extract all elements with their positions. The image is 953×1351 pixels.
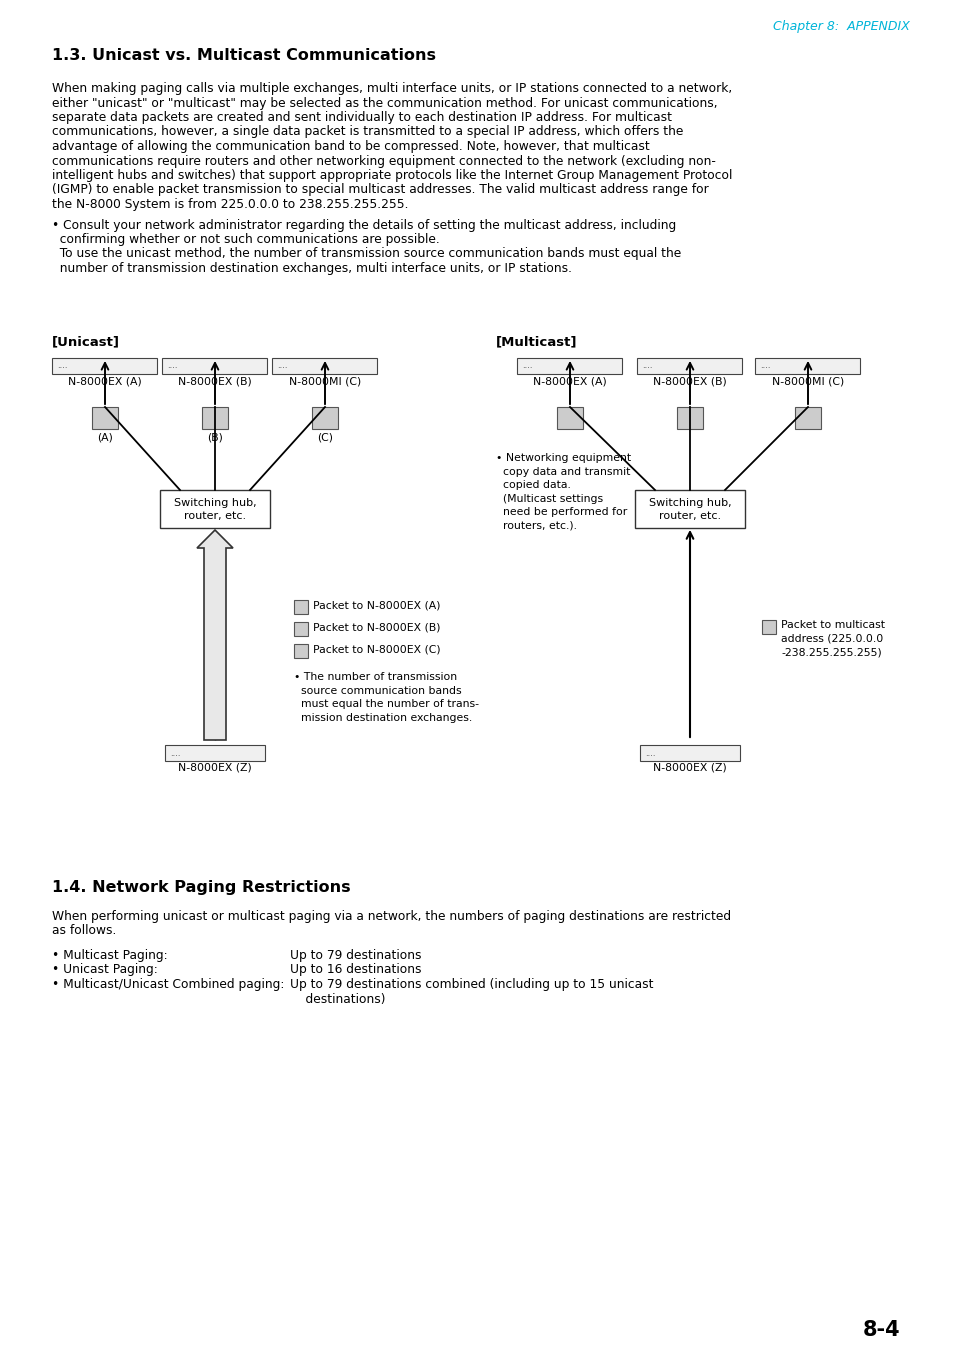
Bar [165,744,265,761]
Bar [294,621,308,636]
Text: • The number of transmission
  source communication bands
  must equal the numbe: • The number of transmission source comm… [294,671,478,723]
Text: advantage of allowing the communication band to be compressed. Note, however, th: advantage of allowing the communication … [52,141,649,153]
Text: either "unicast" or "multicast" may be selected as the communication method. For: either "unicast" or "multicast" may be s… [52,96,717,109]
Text: communications require routers and other networking equipment connected to the n: communications require routers and other… [52,154,715,168]
Text: separate data packets are created and sent individually to each destination IP a: separate data packets are created and se… [52,111,671,124]
Text: N-8000EX (A): N-8000EX (A) [68,376,142,386]
Text: • Consult your network administrator regarding the details of setting the multic: • Consult your network administrator reg… [52,219,676,231]
Bar [202,407,228,430]
Bar [794,407,821,430]
Text: (A): (A) [97,432,112,442]
Text: N-8000EX (B): N-8000EX (B) [653,376,726,386]
Text: Packet to N-8000EX (A): Packet to N-8000EX (A) [313,600,440,611]
Bar [312,407,337,430]
Text: ....: .... [277,362,288,370]
Text: Packet to N-8000EX (C): Packet to N-8000EX (C) [313,644,440,654]
Text: Packet to N-8000EX (B): Packet to N-8000EX (B) [313,621,440,632]
Bar [761,620,775,634]
Bar [52,358,157,374]
Text: N-8000EX (Z): N-8000EX (Z) [178,763,252,773]
Text: When making paging calls via multiple exchanges, multi interface units, or IP st: When making paging calls via multiple ex… [52,82,732,95]
Bar [755,358,860,374]
Bar [635,490,744,528]
Text: N-8000MI (C): N-8000MI (C) [771,376,843,386]
Bar [294,644,308,658]
FancyArrow shape [196,530,233,740]
Text: 1.3. Unicast vs. Multicast Communications: 1.3. Unicast vs. Multicast Communication… [52,49,436,63]
Text: [Multicast]: [Multicast] [496,335,577,349]
Text: ....: .... [170,748,180,758]
Bar [677,407,702,430]
Text: To use the unicast method, the number of transmission source communication bands: To use the unicast method, the number of… [52,247,680,261]
Text: ....: .... [641,362,652,370]
Text: Switching hub,
router, etc.: Switching hub, router, etc. [173,499,256,521]
Text: N-8000EX (Z): N-8000EX (Z) [653,763,726,773]
Text: (C): (C) [316,432,333,442]
Text: N-8000EX (B): N-8000EX (B) [178,376,252,386]
Text: intelligent hubs and switches) that support appropriate protocols like the Inter: intelligent hubs and switches) that supp… [52,169,732,182]
Text: • Unicast Paging:: • Unicast Paging: [52,963,157,977]
Text: ....: .... [57,362,68,370]
Text: Up to 79 destinations combined (including up to 15 unicast: Up to 79 destinations combined (includin… [290,978,653,992]
Bar [637,358,741,374]
Text: When performing unicast or multicast paging via a network, the numbers of paging: When performing unicast or multicast pag… [52,911,730,923]
Bar [557,407,582,430]
Text: (IGMP) to enable packet transmission to special multicast addresses. The valid m: (IGMP) to enable packet transmission to … [52,184,708,196]
Text: (B): (B) [207,432,223,442]
Text: confirming whether or not such communications are possible.: confirming whether or not such communica… [52,232,439,246]
Text: 1.4. Network Paging Restrictions: 1.4. Network Paging Restrictions [52,880,351,894]
Text: number of transmission destination exchanges, multi interface units, or IP stati: number of transmission destination excha… [52,262,572,276]
Text: ....: .... [760,362,770,370]
Text: destinations): destinations) [290,993,385,1005]
Text: ....: .... [644,748,655,758]
Bar [162,358,267,374]
Text: Packet to multicast
address (225.0.0.0
-238.255.255.255): Packet to multicast address (225.0.0.0 -… [781,620,884,657]
Text: N-8000EX (A): N-8000EX (A) [533,376,606,386]
Bar [294,600,308,613]
Bar [91,407,118,430]
Text: Up to 79 destinations: Up to 79 destinations [290,948,421,962]
Text: • Multicast Paging:: • Multicast Paging: [52,948,168,962]
Bar [160,490,270,528]
Text: • Networking equipment
  copy data and transmit
  copied data.
  (Multicast sett: • Networking equipment copy data and tra… [496,453,631,531]
Text: the N-8000 System is from 225.0.0.0 to 238.255.255.255.: the N-8000 System is from 225.0.0.0 to 2… [52,199,408,211]
Bar [639,744,740,761]
Text: ....: .... [522,362,533,370]
Text: Up to 16 destinations: Up to 16 destinations [290,963,421,977]
Text: Chapter 8:  APPENDIX: Chapter 8: APPENDIX [772,20,909,32]
Bar [517,358,622,374]
Text: N-8000MI (C): N-8000MI (C) [289,376,361,386]
Text: Switching hub,
router, etc.: Switching hub, router, etc. [648,499,731,521]
Text: 8-4: 8-4 [862,1320,899,1340]
Text: [Unicast]: [Unicast] [52,335,120,349]
Text: as follows.: as follows. [52,924,116,938]
Text: ....: .... [168,362,178,370]
Text: • Multicast/Unicast Combined paging:: • Multicast/Unicast Combined paging: [52,978,284,992]
Text: communications, however, a single data packet is transmitted to a special IP add: communications, however, a single data p… [52,126,682,139]
Bar [273,358,377,374]
